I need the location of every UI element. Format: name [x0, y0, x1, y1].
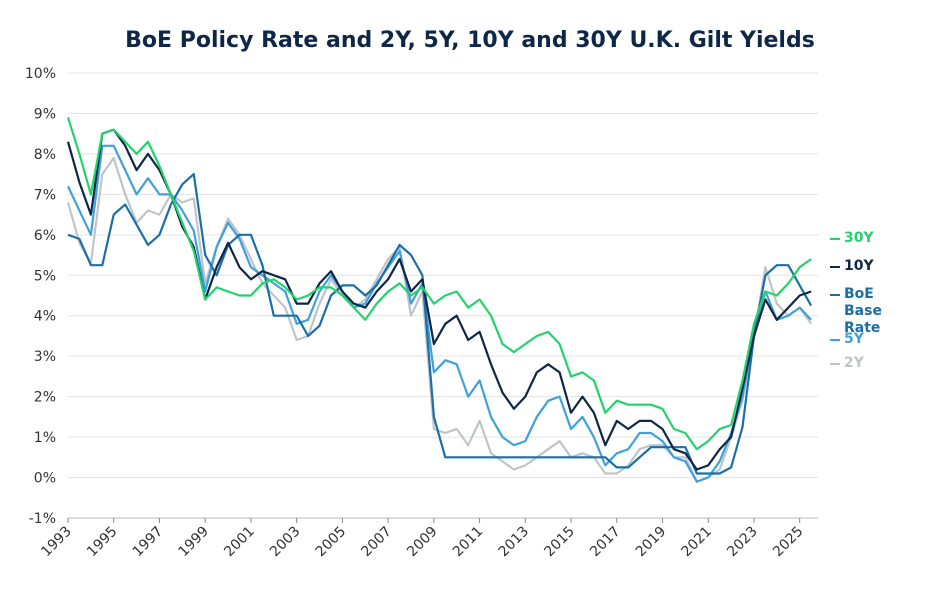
x-tick-label: 1995 [84, 524, 121, 561]
legend-label: 10Y [844, 258, 874, 274]
legend-entry: 10Y [830, 258, 900, 275]
legend-entry: 2Y [830, 355, 900, 372]
x-tick-label: 2007 [358, 524, 395, 561]
y-tick-label: 1% [34, 430, 56, 446]
x-tick-label: 2003 [267, 524, 304, 561]
x-tick-label: 1997 [130, 524, 167, 561]
x-tick-label: 1999 [176, 524, 213, 561]
x-tick-label: 2005 [313, 524, 350, 561]
y-tick-label: 6% [34, 228, 56, 244]
legend-entry: 30Y [830, 230, 900, 247]
y-tick-label: 8% [34, 147, 56, 163]
x-tick-label: 2017 [587, 524, 624, 561]
y-tick-label: 5% [34, 268, 56, 284]
series-line [66, 117, 812, 451]
series-line [67, 173, 813, 475]
x-tick-label: 2023 [724, 524, 761, 561]
legend-label: BoE Base Rate [844, 286, 882, 336]
legend-entry: BoE Base Rate [830, 286, 900, 337]
x-tick-label: 2001 [221, 524, 258, 561]
legend-swatch [830, 339, 840, 341]
y-tick-label: 2% [34, 390, 56, 406]
y-tick-label: 9% [34, 106, 56, 122]
legend-swatch [830, 294, 840, 296]
x-tick-label: 2009 [404, 524, 441, 561]
y-tick-label: -1% [29, 511, 56, 527]
x-tick-label: 2021 [679, 524, 716, 561]
legend-swatch [830, 238, 840, 240]
x-tick-label: 2013 [496, 524, 533, 561]
legend-label: 5Y [844, 331, 864, 347]
legend-label: 2Y [844, 355, 864, 371]
legend-label: 30Y [844, 230, 874, 246]
x-tick-label: 1993 [38, 524, 75, 561]
y-tick-label: 3% [34, 349, 56, 365]
y-tick-label: 10% [25, 66, 56, 82]
legend-swatch [830, 266, 840, 268]
y-tick-label: 7% [34, 187, 56, 203]
legend-entry: 5Y [830, 331, 900, 348]
series-line [66, 156, 812, 483]
y-tick-label: 0% [34, 471, 56, 487]
x-tick-label: 2019 [633, 524, 670, 561]
series-line [67, 144, 812, 483]
x-tick-label: 2025 [770, 524, 807, 561]
x-tick-label: 2011 [450, 524, 487, 561]
y-tick-label: 4% [34, 309, 56, 325]
x-tick-label: 2015 [541, 524, 578, 561]
legend-swatch [830, 363, 840, 365]
chart-title: BoE Policy Rate and 2Y, 5Y, 10Y and 30Y … [125, 28, 815, 53]
